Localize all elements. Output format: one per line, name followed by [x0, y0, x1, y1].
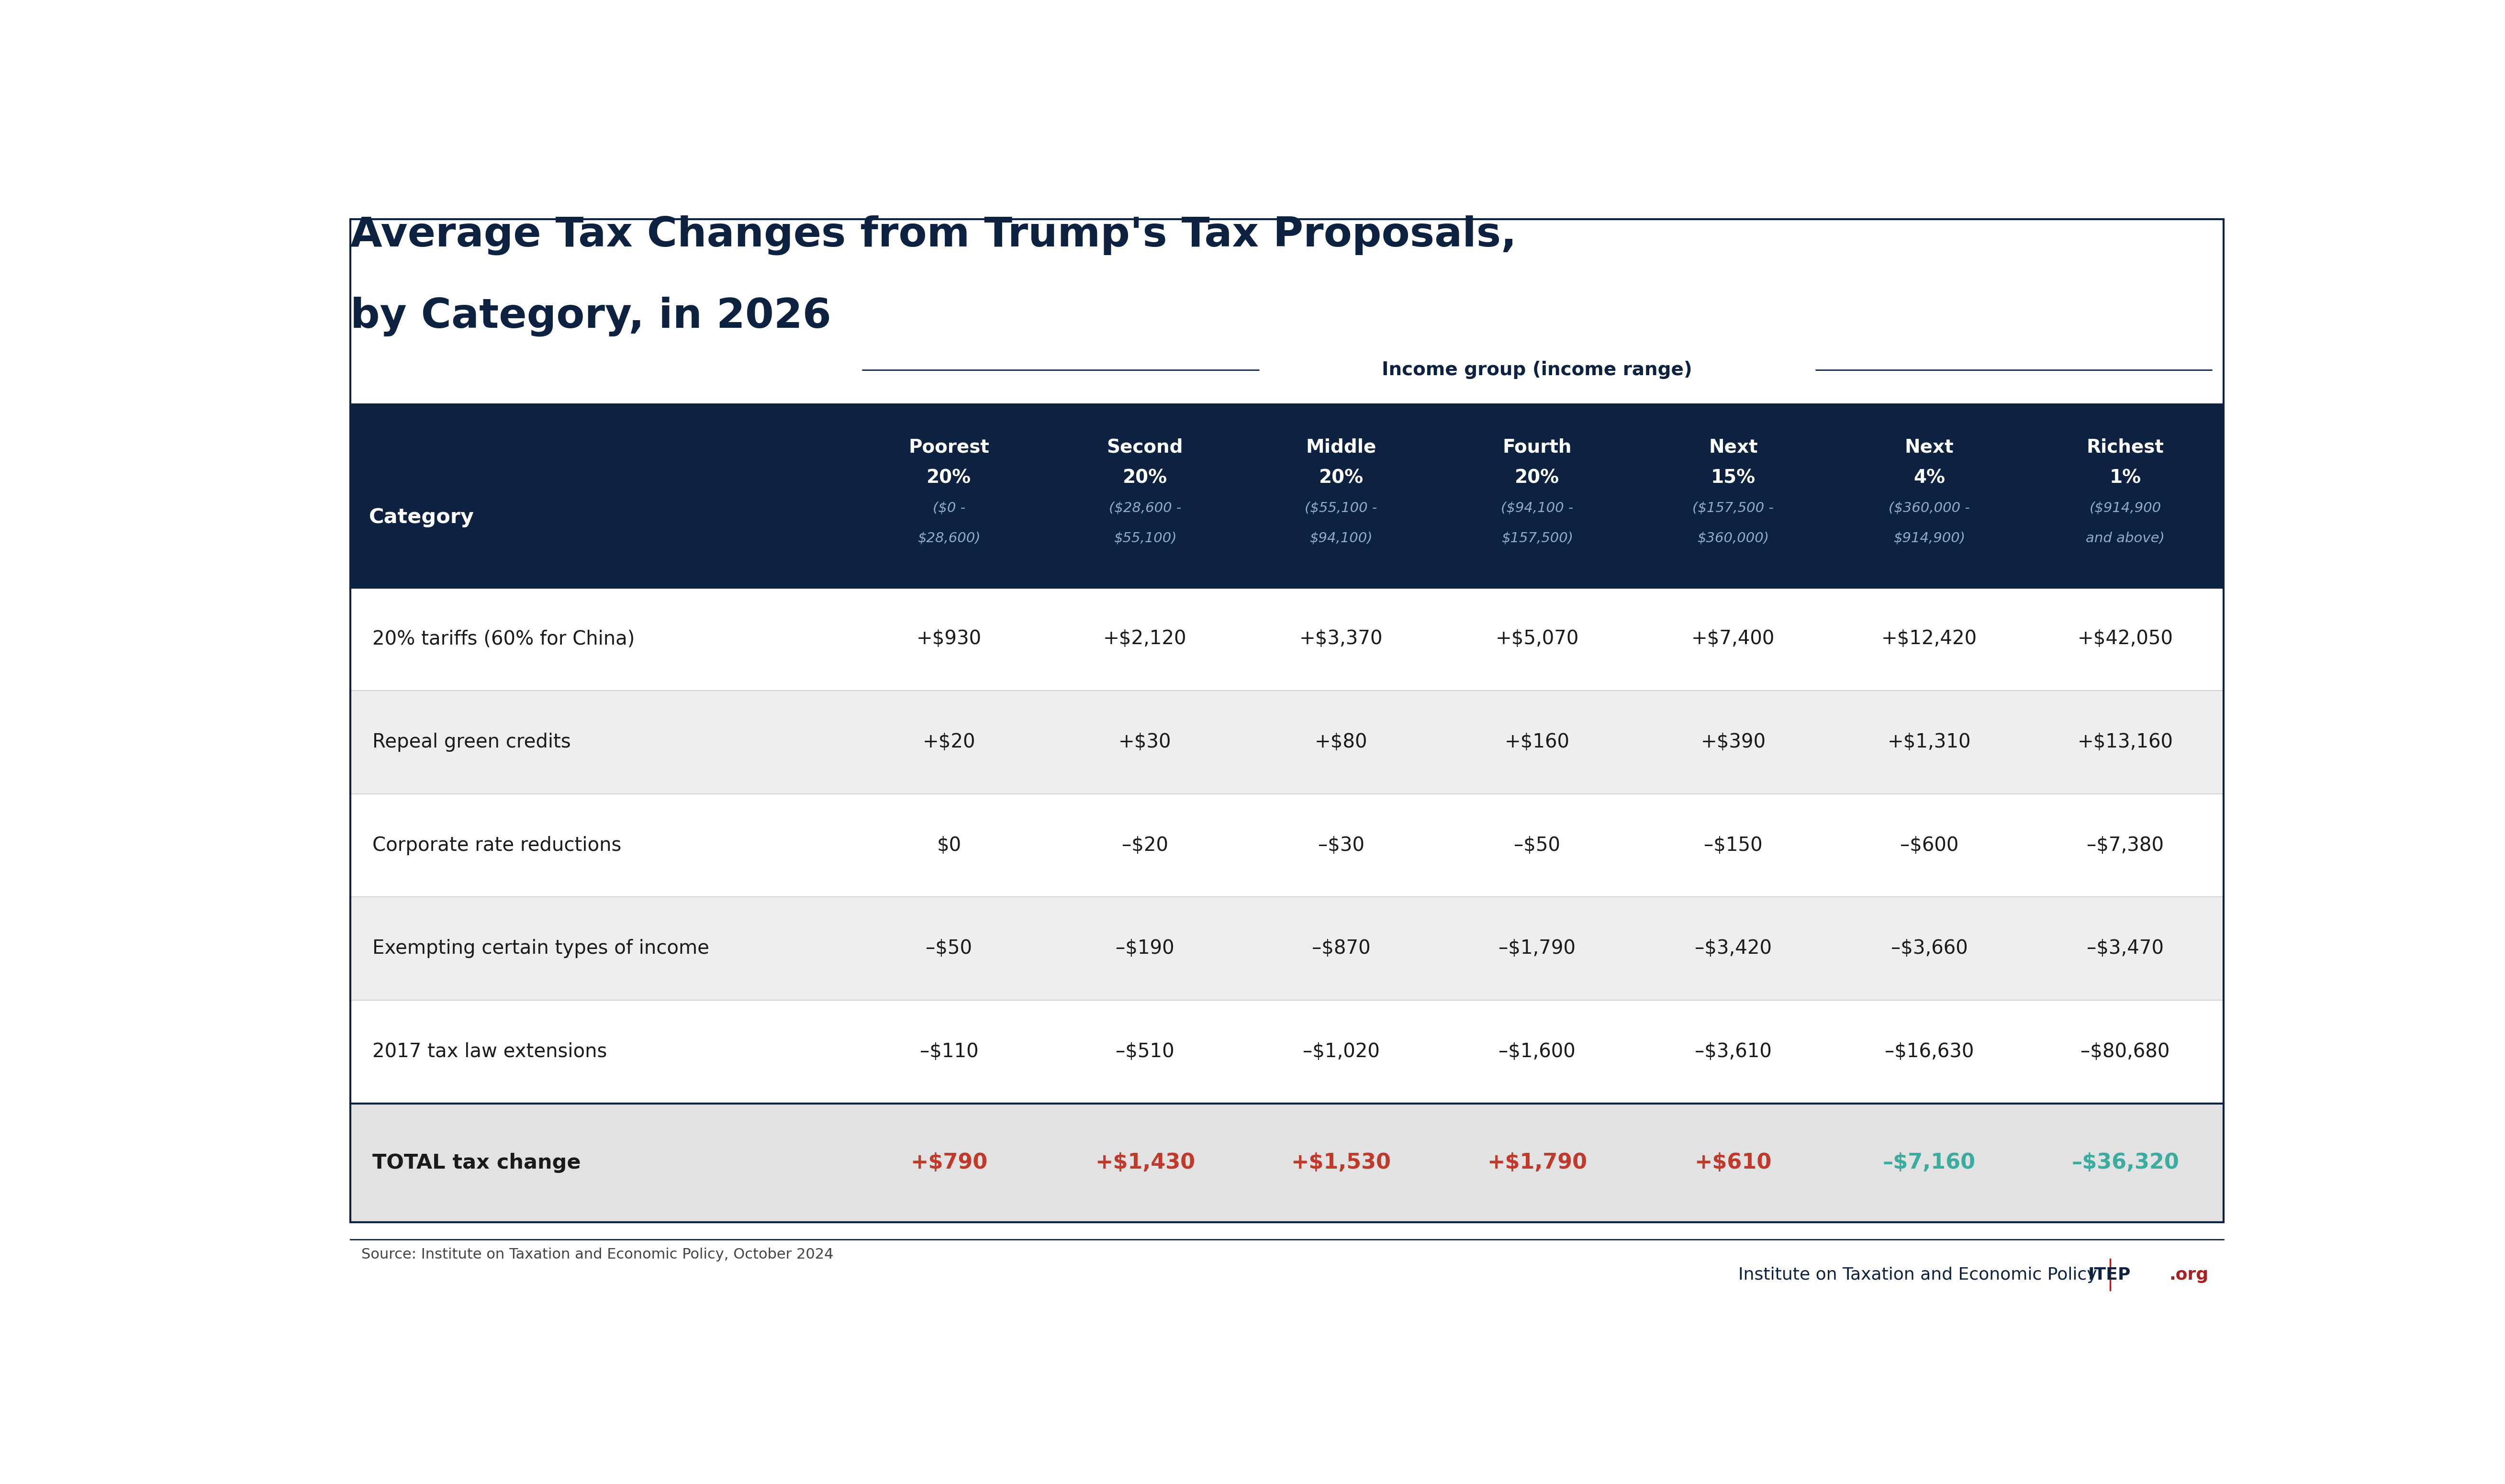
Text: +$80: +$80	[1315, 733, 1368, 752]
Text: –$3,660: –$3,660	[1891, 939, 1969, 959]
Text: +$2,120: +$2,120	[1102, 629, 1187, 649]
Text: Poorest: Poorest	[909, 438, 989, 457]
Text: –$190: –$190	[1115, 939, 1175, 959]
Text: 15%: 15%	[1711, 469, 1756, 487]
Text: 1%: 1%	[2109, 469, 2142, 487]
Text: +$610: +$610	[1693, 1153, 1771, 1172]
Text: and above): and above)	[2087, 531, 2164, 545]
FancyBboxPatch shape	[351, 690, 2224, 794]
FancyBboxPatch shape	[351, 1000, 2224, 1103]
Text: 20% tariffs (60% for China): 20% tariffs (60% for China)	[373, 629, 634, 649]
Text: Average Tax Changes from Trump's Tax Proposals,: Average Tax Changes from Trump's Tax Pro…	[351, 215, 1516, 255]
Text: ITEP: ITEP	[2087, 1266, 2132, 1282]
Text: Next: Next	[1904, 438, 1954, 457]
Text: +$790: +$790	[909, 1153, 987, 1172]
FancyBboxPatch shape	[351, 1103, 2224, 1221]
Text: 20%: 20%	[1516, 469, 1561, 487]
Text: –$1,600: –$1,600	[1498, 1042, 1576, 1061]
Text: Fourth: Fourth	[1503, 438, 1571, 457]
Text: –$50: –$50	[927, 939, 972, 959]
Text: Middle: Middle	[1305, 438, 1375, 457]
Text: ($360,000 -: ($360,000 -	[1889, 502, 1969, 515]
Text: .org: .org	[2169, 1266, 2209, 1282]
Text: –$3,470: –$3,470	[2087, 939, 2164, 959]
Text: –$36,320: –$36,320	[2072, 1153, 2179, 1172]
Text: –$50: –$50	[1513, 835, 1561, 855]
Text: $0: $0	[937, 835, 962, 855]
Text: –$20: –$20	[1122, 835, 1167, 855]
Text: –$3,420: –$3,420	[1696, 939, 1771, 959]
FancyBboxPatch shape	[351, 794, 2224, 896]
FancyBboxPatch shape	[351, 588, 2224, 690]
Text: $28,600): $28,600)	[917, 531, 979, 545]
Text: $94,100): $94,100)	[1310, 531, 1373, 545]
Text: –$1,790: –$1,790	[1498, 939, 1576, 959]
Text: +$930: +$930	[917, 629, 982, 649]
FancyBboxPatch shape	[351, 404, 2224, 588]
Text: +$5,070: +$5,070	[1495, 629, 1578, 649]
Text: Income group (income range): Income group (income range)	[1383, 361, 1693, 378]
Text: ($55,100 -: ($55,100 -	[1305, 502, 1378, 515]
Text: TOTAL tax change: TOTAL tax change	[373, 1153, 581, 1172]
Text: –$150: –$150	[1703, 835, 1764, 855]
Text: Repeal green credits: Repeal green credits	[373, 733, 571, 752]
Text: +$1,430: +$1,430	[1095, 1153, 1195, 1172]
Text: –$80,680: –$80,680	[2082, 1042, 2169, 1061]
Text: +$1,310: +$1,310	[1886, 733, 1971, 752]
Text: –$870: –$870	[1313, 939, 1370, 959]
Text: +$390: +$390	[1701, 733, 1766, 752]
Text: 2017 tax law extensions: 2017 tax law extensions	[373, 1042, 606, 1061]
Text: –$16,630: –$16,630	[1884, 1042, 1974, 1061]
Text: $360,000): $360,000)	[1698, 531, 1769, 545]
Text: +$3,370: +$3,370	[1300, 629, 1383, 649]
Text: +$1,530: +$1,530	[1290, 1153, 1390, 1172]
Text: ($914,900: ($914,900	[2089, 502, 2162, 515]
Text: +$12,420: +$12,420	[1881, 629, 1976, 649]
Text: Next: Next	[1708, 438, 1759, 457]
Text: +$1,790: +$1,790	[1488, 1153, 1588, 1172]
Text: 20%: 20%	[1318, 469, 1363, 487]
Text: ($94,100 -: ($94,100 -	[1500, 502, 1573, 515]
Text: +$42,050: +$42,050	[2077, 629, 2174, 649]
Text: +$160: +$160	[1506, 733, 1571, 752]
Text: –$30: –$30	[1318, 835, 1365, 855]
Text: $55,100): $55,100)	[1115, 531, 1177, 545]
Text: –$600: –$600	[1899, 835, 1959, 855]
Text: ($28,600 -: ($28,600 -	[1110, 502, 1182, 515]
Text: Corporate rate reductions: Corporate rate reductions	[373, 835, 621, 855]
Text: Institute on Taxation and Economic Policy: Institute on Taxation and Economic Polic…	[1738, 1266, 2097, 1282]
Text: –$7,160: –$7,160	[1884, 1153, 1976, 1172]
Text: 20%: 20%	[927, 469, 972, 487]
FancyBboxPatch shape	[351, 896, 2224, 1000]
Text: –$7,380: –$7,380	[2087, 835, 2164, 855]
Text: 4%: 4%	[1914, 469, 1944, 487]
Text: $914,900): $914,900)	[1894, 531, 1966, 545]
Text: by Category, in 2026: by Category, in 2026	[351, 297, 832, 337]
Text: –$1,020: –$1,020	[1303, 1042, 1380, 1061]
Text: –$510: –$510	[1115, 1042, 1175, 1061]
Text: Category: Category	[368, 508, 473, 527]
Text: $157,500): $157,500)	[1500, 531, 1573, 545]
Text: +$20: +$20	[922, 733, 974, 752]
Text: Second: Second	[1107, 438, 1182, 457]
Text: –$110: –$110	[919, 1042, 979, 1061]
Text: +$7,400: +$7,400	[1691, 629, 1776, 649]
Text: 20%: 20%	[1122, 469, 1167, 487]
Text: Richest: Richest	[2087, 438, 2164, 457]
Text: +$30: +$30	[1120, 733, 1172, 752]
Text: Exempting certain types of income: Exempting certain types of income	[373, 939, 709, 959]
Text: ($0 -: ($0 -	[932, 502, 964, 515]
Text: –$3,610: –$3,610	[1696, 1042, 1771, 1061]
Text: Source: Institute on Taxation and Economic Policy, October 2024: Source: Institute on Taxation and Econom…	[361, 1248, 834, 1261]
Text: +$13,160: +$13,160	[2077, 733, 2174, 752]
Text: ($157,500 -: ($157,500 -	[1693, 502, 1774, 515]
